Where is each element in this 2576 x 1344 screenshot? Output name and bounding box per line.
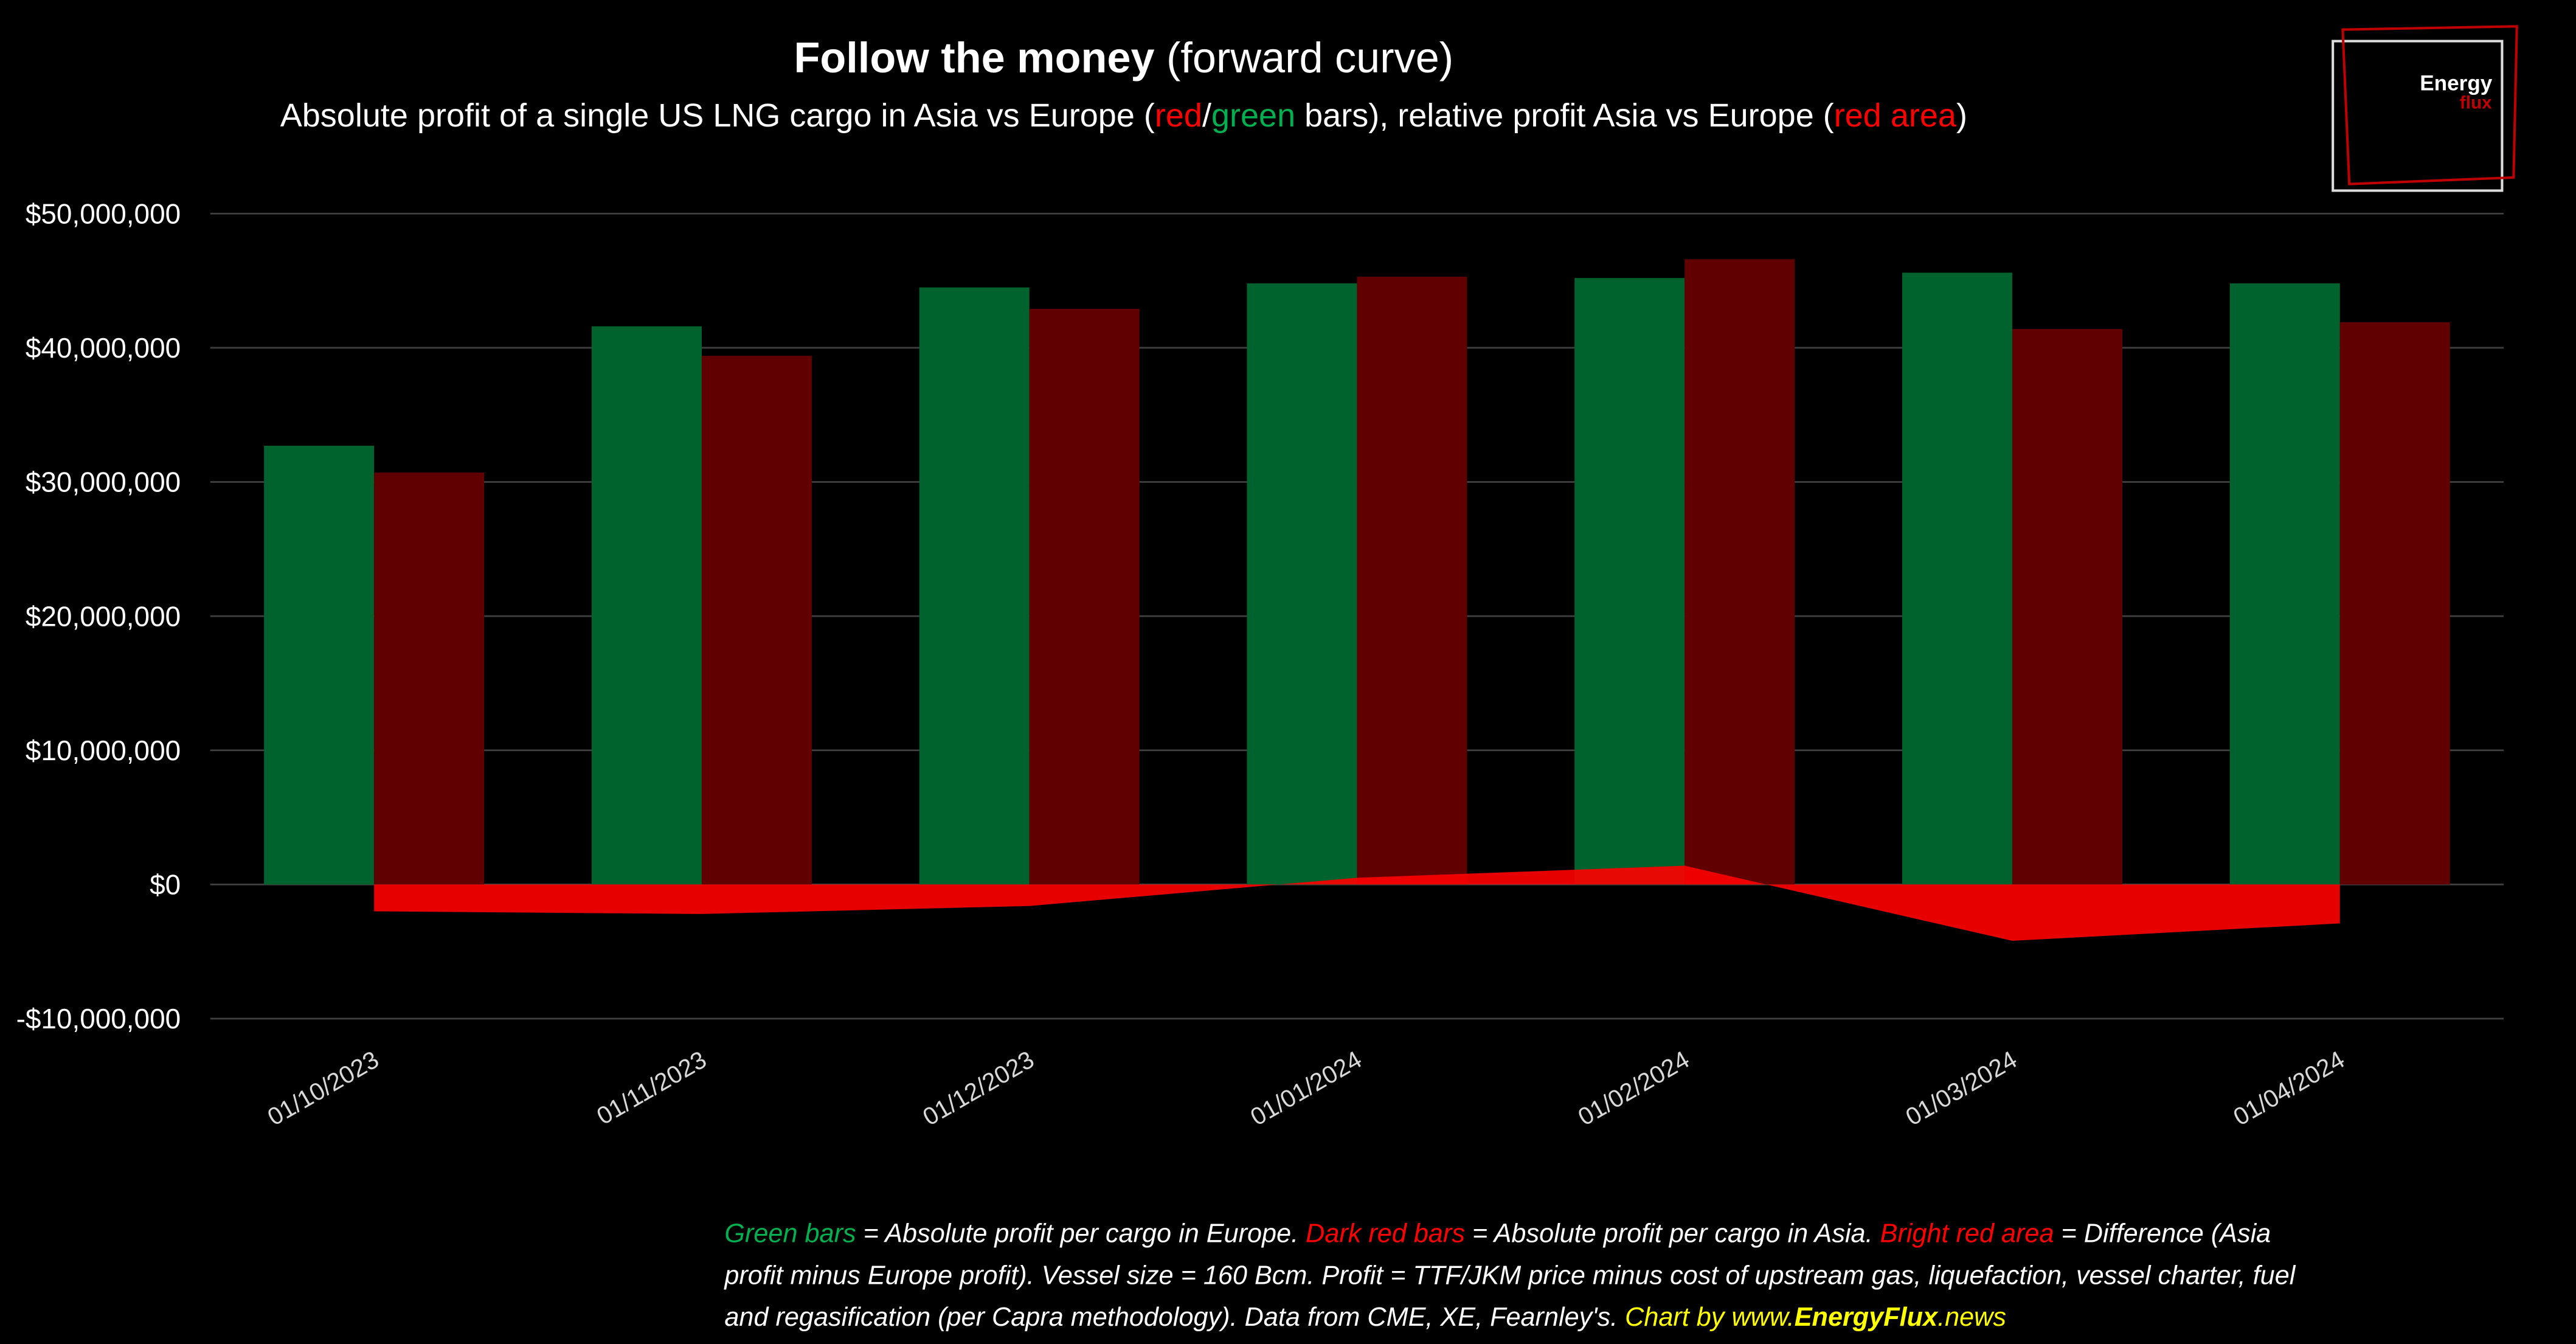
- bar: [1684, 259, 1795, 885]
- footnote-part: Green bars: [724, 1219, 856, 1248]
- logo-text: Energy: [2420, 72, 2492, 95]
- bar: [1029, 308, 1140, 885]
- footnote-part: Bright red area: [1880, 1219, 2054, 1248]
- footnote-part: .news: [1937, 1303, 2006, 1332]
- logo-text: flux: [2460, 92, 2492, 113]
- bar: [919, 287, 1030, 885]
- logo-frame: [2332, 40, 2504, 192]
- footnote-part: profit minus Europe profit). Vessel size…: [723, 1261, 2296, 1290]
- title-main: Follow the money: [794, 33, 1155, 81]
- subtitle-part: green: [1211, 97, 1295, 134]
- bar: [2012, 329, 2122, 885]
- subtitle-part: ): [1956, 97, 1967, 134]
- footnote-part: = Absolute profit per cargo in Europe.: [856, 1219, 1306, 1248]
- area: [374, 865, 2340, 941]
- bar: [264, 445, 375, 885]
- subtitle-part: Absolute profit of a single US LNG cargo…: [280, 97, 1155, 134]
- y-tick-label: $50,000,000: [26, 198, 181, 229]
- footnote-part: EnergyFlux: [1795, 1303, 1939, 1332]
- y-tick-label: $30,000,000: [26, 466, 181, 498]
- logo-frame-red: [2341, 25, 2518, 185]
- y-tick-label: -$10,000,000: [16, 1003, 181, 1034]
- y-tick-label: $20,000,000: [26, 600, 181, 632]
- footnote-part: = Difference (Asia: [2054, 1219, 2271, 1248]
- bar: [2339, 322, 2450, 885]
- subtitle-part: /: [1202, 97, 1211, 134]
- bar: [701, 356, 812, 885]
- bar: [1902, 272, 2012, 885]
- chart-subtitle: Absolute profit of a single US LNG cargo…: [280, 97, 1967, 134]
- subtitle-part: bars), relative profit Asia vs Europe (: [1295, 97, 1834, 134]
- plot: [264, 259, 2450, 941]
- bar: [1247, 283, 1357, 885]
- y-tick-label: $10,000,000: [26, 735, 181, 766]
- footnote-part: and regasification (per Capra methodolog…: [724, 1303, 1625, 1332]
- footnote-part: = Absolute profit per cargo in Asia.: [1465, 1219, 1880, 1248]
- bar: [2229, 283, 2340, 885]
- logo: Energy flux: [2332, 25, 2518, 192]
- footnote-part: Chart by www.: [1625, 1303, 1795, 1332]
- bar: [1574, 278, 1685, 885]
- bar: [374, 473, 485, 885]
- bar: [1357, 276, 1467, 885]
- subtitle-part: red: [1155, 97, 1202, 134]
- y-tick-label: $40,000,000: [26, 332, 181, 364]
- footnote-part: Dark red bars: [1306, 1219, 1465, 1248]
- subtitle-part: red area: [1834, 97, 1957, 134]
- footnote: Green bars = Absolute profit per cargo i…: [723, 1219, 2296, 1332]
- bar: [591, 326, 702, 885]
- chart-title: Follow the money (forward curve): [794, 33, 1454, 81]
- y-tick-label: $0: [150, 869, 181, 901]
- title-suffix: (forward curve): [1155, 33, 1454, 81]
